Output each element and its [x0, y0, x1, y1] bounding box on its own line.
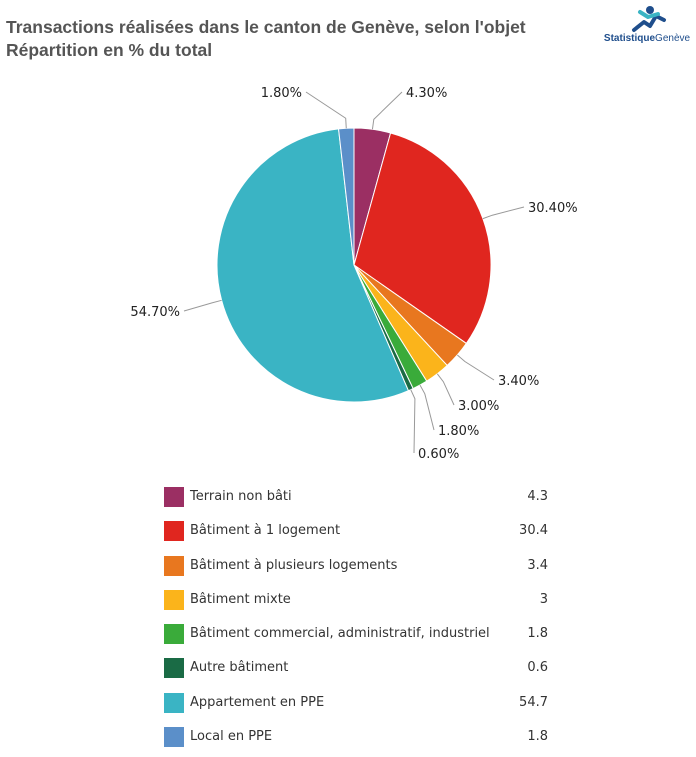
- legend-value: 3.4: [527, 557, 548, 573]
- pie-slice-6[interactable]: [216, 128, 410, 403]
- legend-swatch: [164, 521, 184, 542]
- logo-wordmark: StatistiqueGenève: [603, 33, 691, 44]
- pie-data-label-5: 0.60%: [418, 447, 459, 462]
- pie-connector-3: [436, 373, 455, 406]
- legend-label: Local en PPE: [190, 729, 273, 745]
- statistique-geneve-logo: StatistiqueGenève: [598, 4, 696, 50]
- runner-logo-icon: [632, 6, 666, 32]
- legend-swatch: [164, 555, 184, 576]
- legend-value: 54.7: [519, 694, 548, 710]
- pie-connector-6: [183, 299, 222, 312]
- legend-swatch: [164, 692, 184, 713]
- legend-label: Bâtiment commercial, administratif, indu…: [190, 626, 490, 642]
- pie-data-label-2: 3.40%: [498, 374, 539, 389]
- pie-data-label-3: 3.00%: [458, 399, 499, 414]
- legend-label: Autre bâtiment: [190, 660, 289, 676]
- chart-title-line1: Transactions réalisées dans le canton de…: [6, 17, 526, 37]
- legend-value: 1.8: [527, 626, 548, 642]
- legend-value: 0.6: [527, 660, 548, 676]
- chart-legend: Terrain non bâti 4.3 Bâtiment à 1 logement…: [160, 483, 560, 757]
- legend-label: Terrain non bâti: [190, 489, 292, 504]
- legend-value: 3: [539, 591, 548, 607]
- legend-item[interactable]: Local en PPE 1.8: [160, 723, 560, 757]
- legend-swatch: [164, 624, 184, 645]
- pie-data-label-7: 1.80%: [261, 86, 302, 101]
- legend-item[interactable]: Appartement en PPE 54.7: [160, 689, 560, 723]
- legend-item[interactable]: Autre bâtiment 0.6: [160, 654, 560, 688]
- pie-connector-7: [305, 91, 347, 129]
- pie-connector-1: [482, 206, 525, 220]
- legend-item[interactable]: Bâtiment mixte 3: [160, 586, 560, 620]
- pie-slice-1[interactable]: [353, 132, 492, 345]
- legend-label: Bâtiment mixte: [190, 591, 291, 607]
- legend-item[interactable]: Terrain non bâti 4.3: [160, 483, 560, 517]
- pie-data-label-4: 1.80%: [438, 424, 479, 439]
- pie-chart: 4.30% 30.40% 3.40% 3.00% 1.80% 0.60% 54.70% 1.8…: [130, 86, 578, 462]
- pie-connector-4: [419, 384, 435, 431]
- pie-connector-2: [457, 354, 495, 381]
- legend-swatch: [164, 487, 184, 507]
- legend-item[interactable]: Bâtiment à 1 logement 30.4: [160, 517, 560, 551]
- legend-value: 4.3: [527, 489, 548, 504]
- legend-swatch: [164, 727, 184, 748]
- legend-label: Appartement en PPE: [190, 694, 325, 710]
- chart-title: Transactions réalisées dans le canton de…: [6, 16, 526, 62]
- chart-subtitle: Répartition en % du total: [6, 40, 213, 60]
- legend-value: 1.8: [527, 729, 548, 745]
- legend-value: 30.4: [519, 523, 548, 539]
- legend-label: Bâtiment à 1 logement: [190, 523, 341, 539]
- legend-label: Bâtiment à plusieurs logements: [190, 557, 398, 573]
- legend-swatch: [164, 658, 184, 679]
- legend-swatch: [164, 589, 184, 610]
- pie-data-label-6: 54.70%: [130, 305, 180, 320]
- pie-connector-5: [410, 389, 416, 454]
- pie-data-label-1: 30.40%: [528, 201, 578, 216]
- legend-item[interactable]: Bâtiment à plusieurs logements 3.4: [160, 552, 560, 586]
- legend-item[interactable]: Bâtiment commercial, administratif, indu…: [160, 620, 560, 654]
- pie-connector-0: [371, 91, 403, 130]
- pie-data-label-0: 4.30%: [406, 86, 447, 101]
